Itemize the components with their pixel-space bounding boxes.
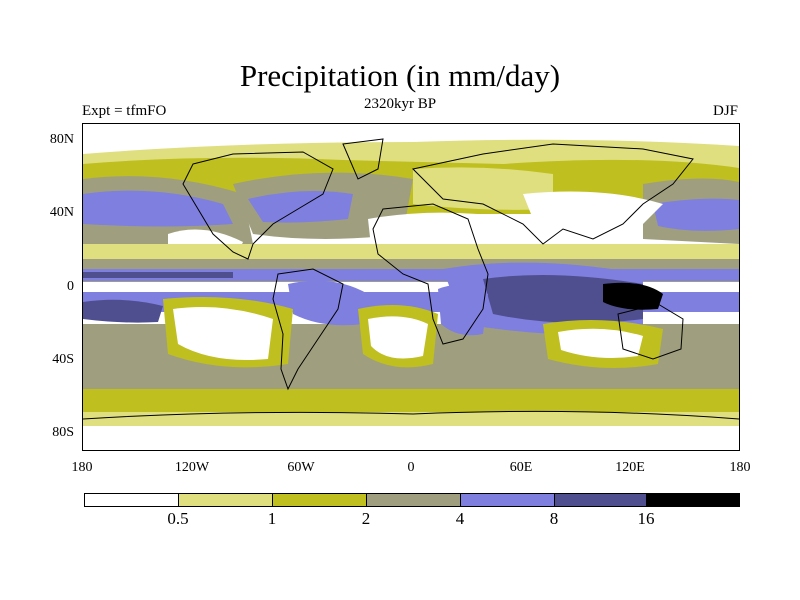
greenland-outline — [342, 138, 384, 180]
plot-subtitle: 2320kyr BP — [363, 96, 437, 112]
tropical-gap — [83, 282, 739, 292]
nw-pacific-blue — [653, 198, 739, 231]
y-tick-label: 80N — [49, 132, 74, 147]
legend-label: 8 — [549, 509, 559, 528]
north-america-outline — [182, 151, 334, 260]
australia-outline — [617, 303, 684, 360]
y-tick-label: 40S — [52, 352, 74, 367]
legend-swatch — [366, 493, 461, 507]
x-tick-label: 0 — [407, 460, 415, 475]
legend-swatch — [272, 493, 367, 507]
y-tick-label: 0 — [67, 279, 74, 294]
coastlines — [83, 138, 739, 420]
x-tick-label: 120W — [174, 460, 210, 475]
asia-dry — [523, 191, 663, 226]
s-indian-dry — [558, 328, 643, 358]
s-atlantic-dry — [368, 316, 428, 359]
legend-label: 16 — [637, 509, 655, 528]
x-tick-label: 120E — [615, 460, 645, 475]
sw-pacific-dark — [83, 299, 163, 323]
se-pacific-dry — [173, 306, 273, 360]
eurasia-outline — [411, 143, 694, 245]
map-canvas — [83, 124, 739, 450]
maritime-black — [603, 282, 663, 310]
africa-outline — [372, 203, 489, 345]
amazon-blue — [288, 280, 368, 326]
y-tick-label: 80S — [52, 425, 74, 440]
legend-swatch — [646, 493, 740, 507]
legend-swatch — [178, 493, 273, 507]
legend-label: 4 — [455, 509, 465, 528]
south-america-outline — [272, 268, 344, 391]
precipitation-map — [82, 123, 740, 451]
plot-title: Precipitation (in mm/day) — [239, 58, 561, 93]
africa-blue — [438, 285, 488, 336]
season-label: DJF — [712, 103, 738, 119]
x-tick-label: 60W — [287, 460, 315, 475]
y-tick-label: 40N — [49, 205, 74, 220]
itcz-dark — [83, 272, 233, 278]
legend-swatch — [84, 493, 179, 507]
antarctica-outline — [83, 410, 739, 420]
legend-label: 0.5 — [167, 509, 189, 528]
band-southern-paleyellow — [83, 412, 739, 426]
x-tick-label: 60E — [509, 460, 533, 475]
x-tick-label: 180 — [71, 460, 93, 475]
legend-label: 1 — [267, 509, 277, 528]
north-pacific-blue — [83, 190, 233, 227]
legend-label: 2 — [361, 509, 371, 528]
north-atlantic-blue — [248, 190, 353, 223]
experiment-label: Expt = tfmFO — [82, 103, 167, 119]
legend-swatch — [460, 493, 555, 507]
x-tick-label: 180 — [729, 460, 751, 475]
legend-swatch — [554, 493, 647, 507]
